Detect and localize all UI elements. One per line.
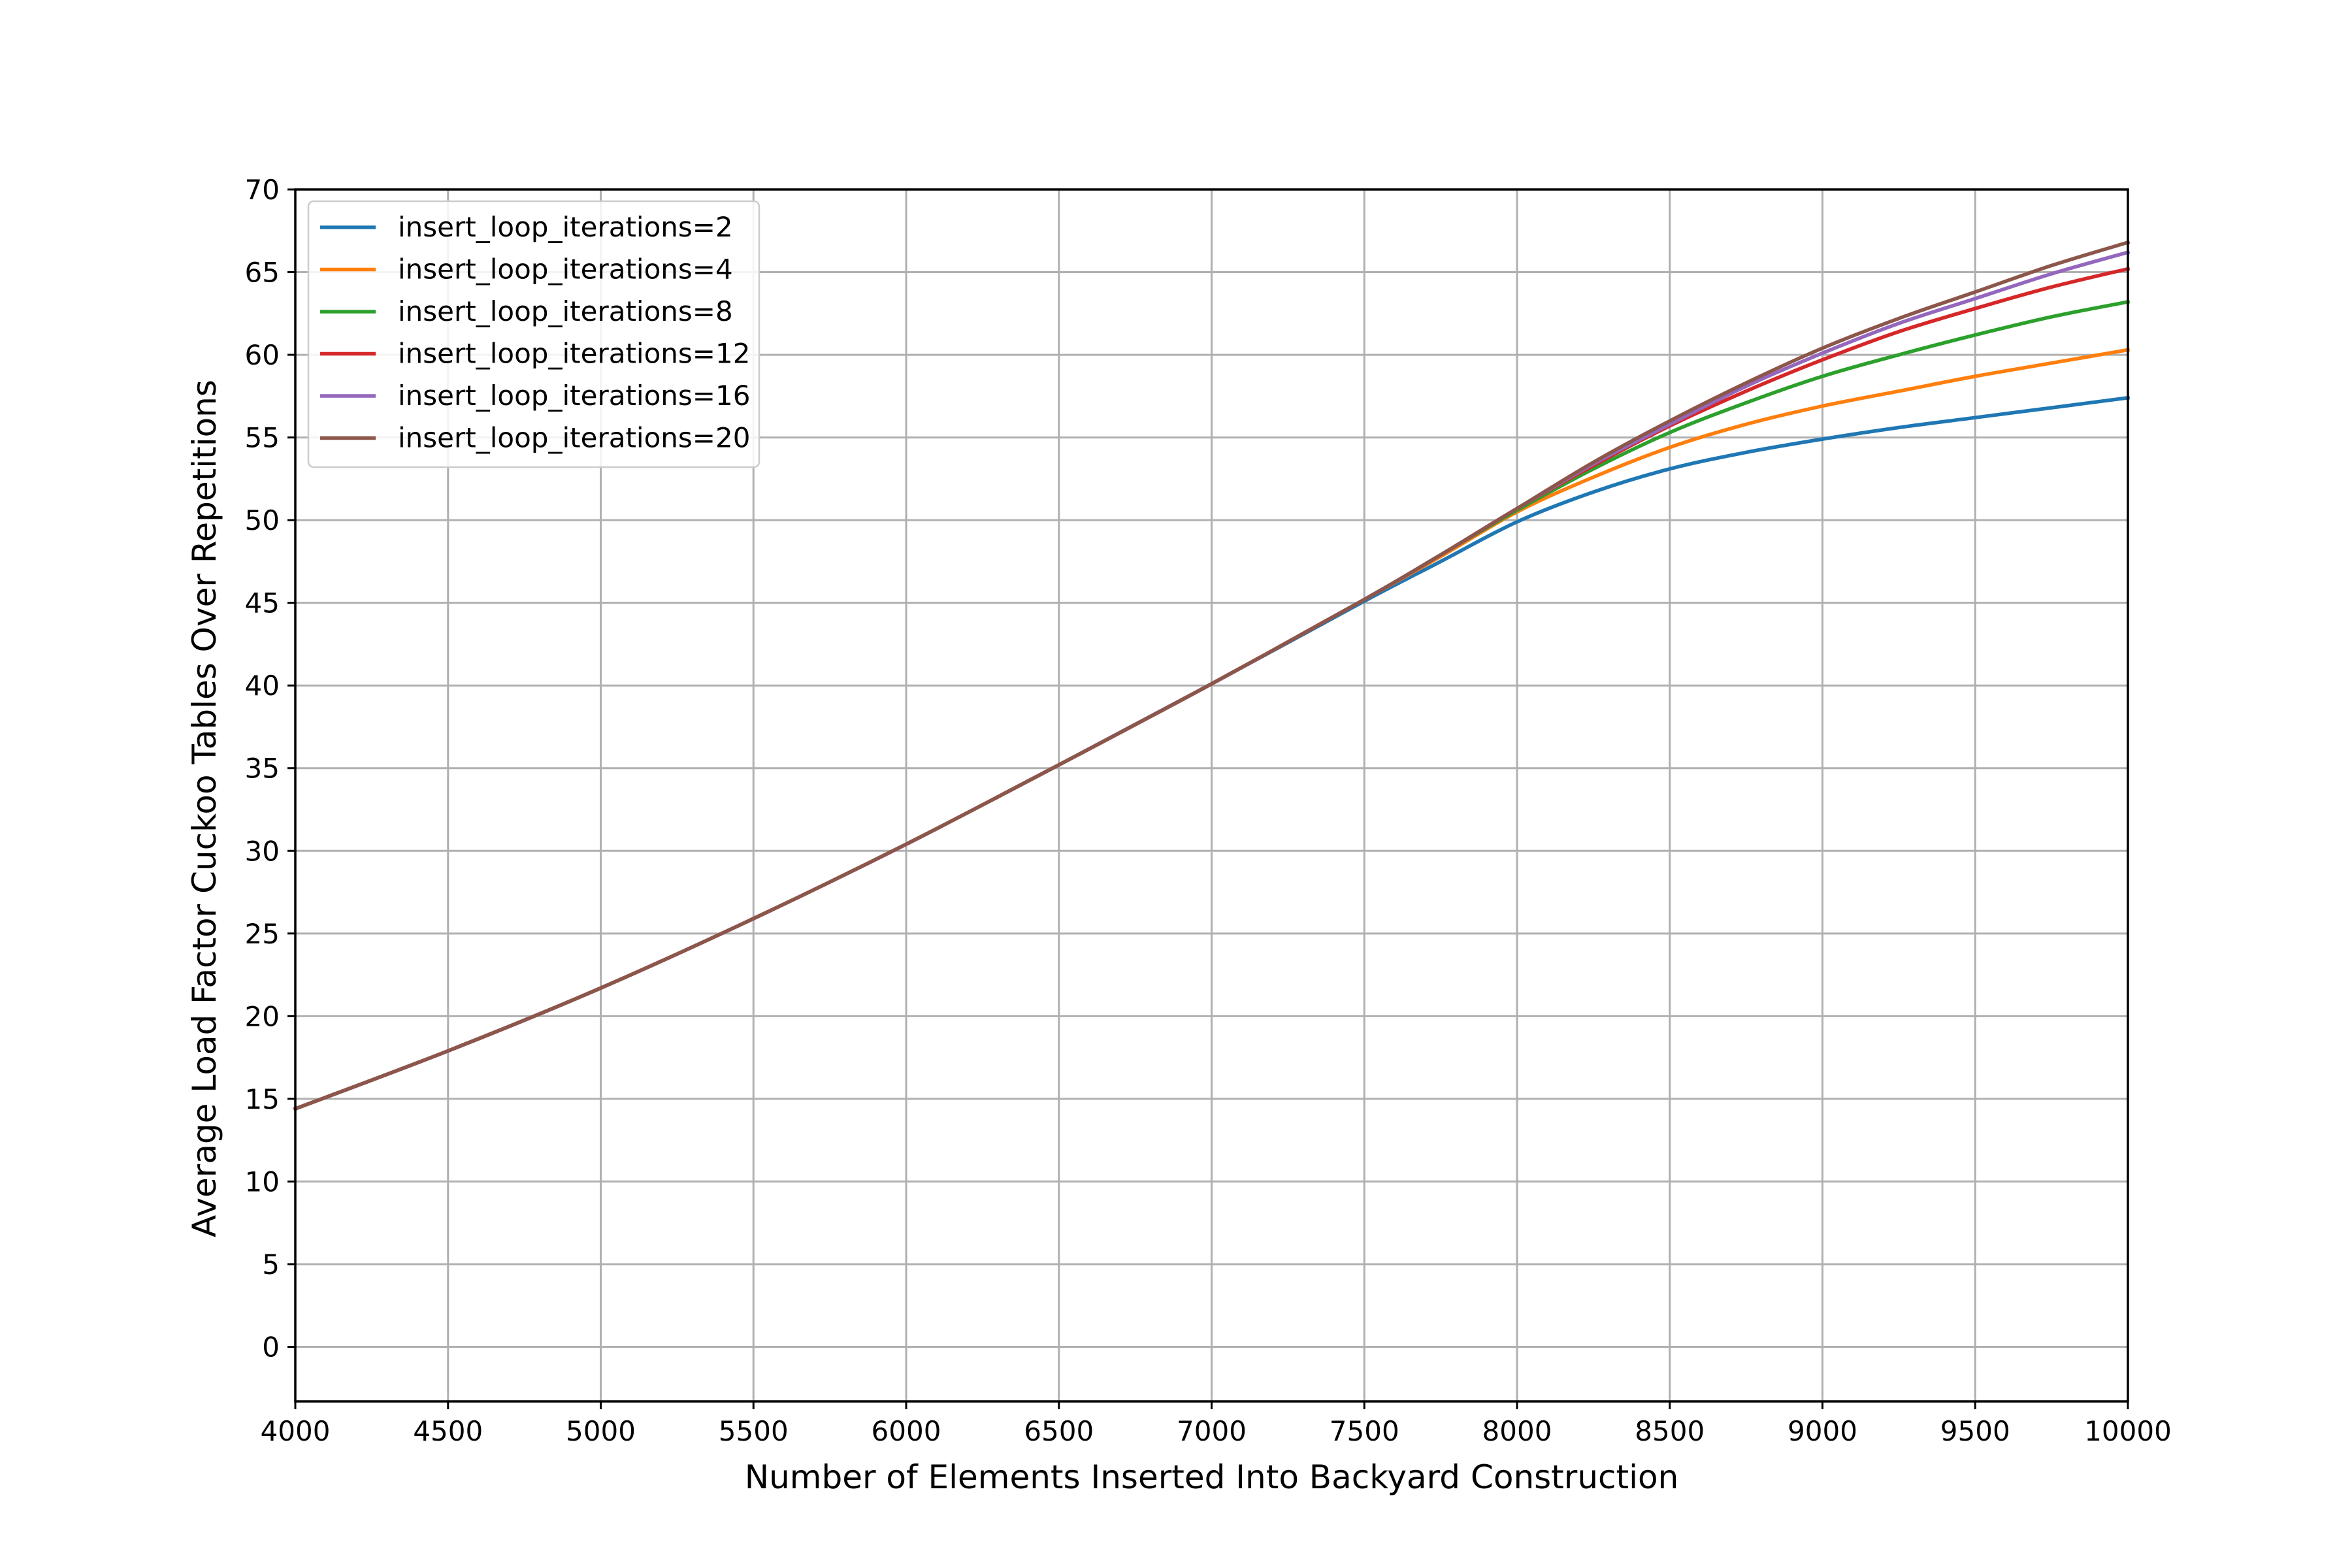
- y-tick-label: 5: [262, 1249, 280, 1281]
- x-tick-label: 7000: [1177, 1415, 1247, 1447]
- y-tick-label: 10: [245, 1166, 280, 1198]
- y-tick-label: 45: [245, 587, 280, 619]
- legend-item: insert_loop_iterations=8: [320, 295, 733, 327]
- x-tick-label: 4000: [261, 1415, 331, 1447]
- legend-label: insert_loop_iterations=8: [398, 295, 733, 327]
- legend-label: insert_loop_iterations=20: [398, 422, 750, 454]
- x-tick-label: 4500: [413, 1415, 483, 1447]
- x-tick-label: 7500: [1330, 1415, 1399, 1447]
- legend-item: insert_loop_iterations=4: [320, 253, 733, 286]
- x-tick-label: 6000: [872, 1415, 941, 1447]
- y-tick-label: 60: [245, 339, 280, 371]
- y-tick-label: 40: [245, 670, 280, 702]
- x-tick-label: 9000: [1788, 1415, 1857, 1447]
- legend-item: insert_loop_iterations=12: [320, 338, 750, 370]
- y-tick-label: 25: [245, 918, 280, 950]
- y-tick-label: 0: [262, 1331, 280, 1363]
- legend-label: insert_loop_iterations=2: [398, 211, 733, 243]
- x-tick-label: 6500: [1024, 1415, 1094, 1447]
- y-axis-label: Average Load Factor Cuckoo Tables Over R…: [186, 380, 223, 1237]
- legend-item: insert_loop_iterations=20: [320, 422, 750, 454]
- y-tick-label: 15: [245, 1083, 280, 1115]
- legend-item: insert_loop_iterations=16: [320, 380, 750, 412]
- y-tick-label: 55: [245, 422, 280, 454]
- legend-label: insert_loop_iterations=16: [398, 380, 750, 412]
- legend: insert_loop_iterations=2 insert_loop_iter…: [307, 200, 760, 468]
- legend-label: insert_loop_iterations=12: [398, 338, 750, 370]
- legend-item: insert_loop_iterations=2: [320, 211, 733, 243]
- x-tick-label: 5500: [719, 1415, 789, 1447]
- legend-box: [307, 200, 760, 468]
- x-axis-ticks: 4000 4500 5000 5500 6000 6500 7000 7500 8000 8500…: [261, 1401, 2172, 1447]
- y-tick-label: 35: [245, 753, 280, 785]
- x-axis-label: Number of Elements Inserted Into Backyar…: [745, 1458, 1679, 1496]
- y-tick-label: 30: [245, 835, 280, 867]
- y-tick-label: 70: [245, 174, 280, 206]
- x-tick-label: 10000: [2084, 1415, 2172, 1447]
- series-lines: [293, 240, 2131, 1111]
- series-line-5: [293, 240, 2131, 1111]
- y-tick-label: 20: [245, 1000, 280, 1032]
- x-tick-label: 8000: [1482, 1415, 1552, 1447]
- legend-label: insert_loop_iterations=4: [398, 253, 733, 286]
- y-tick-label: 50: [245, 504, 280, 536]
- y-axis-ticks: 0 5 10 15 20 25 30 35 40 45 50 55 60 65 70: [245, 174, 295, 1363]
- x-tick-label: 5000: [566, 1415, 636, 1447]
- y-tick-label: 65: [245, 257, 280, 289]
- x-tick-label: 9500: [1940, 1415, 2010, 1447]
- x-tick-label: 8500: [1635, 1415, 1705, 1447]
